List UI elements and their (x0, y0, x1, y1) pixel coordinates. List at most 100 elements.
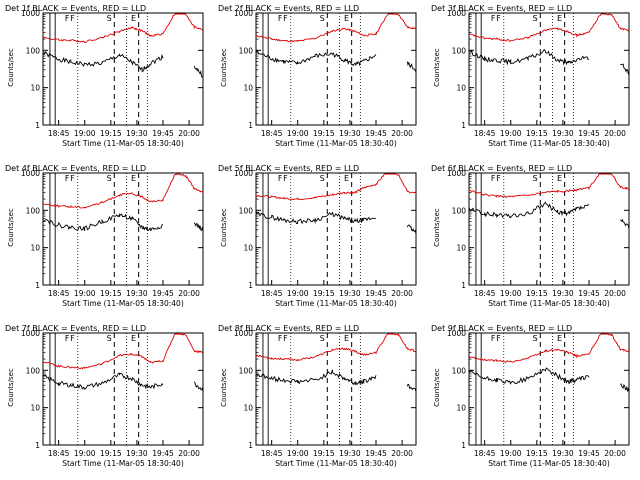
series-line-events (468, 201, 590, 219)
y-tick-label: 1 (461, 281, 466, 290)
x-tick-label: 20:00 (604, 289, 626, 298)
y-tick-label: 1 (35, 441, 40, 450)
x-tick-label: 19:30 (339, 129, 361, 138)
detector-panel-4: Det 4f BLACK = Events, RED = LLD 1 10 100 10… (5, 164, 204, 308)
series-line-events (255, 211, 377, 225)
series-line-events (468, 367, 590, 385)
y-tick-label: 100 (452, 46, 467, 55)
series-line-events (619, 383, 630, 393)
x-tick-label: 19:45 (365, 449, 387, 458)
plot-frame (42, 172, 204, 286)
y-tick-label: 1000 (21, 329, 40, 338)
y-tick-label: 10 (456, 244, 466, 253)
series-line-lld (468, 13, 630, 42)
series-line-lld (255, 333, 417, 362)
x-axis-label: Start Time (11-Mar-05 18:30:40) (488, 299, 610, 308)
series-line-events (255, 369, 377, 386)
x-tick-label: 19:30 (552, 289, 574, 298)
x-tick-label: 20:00 (178, 449, 200, 458)
x-tick-label: 19:00 (74, 129, 96, 138)
x-tick-label: 19:00 (74, 449, 96, 458)
x-tick-label: 19:30 (126, 289, 148, 298)
series-line-lld (255, 13, 417, 43)
x-axis-label: Start Time (11-Mar-05 18:30:40) (275, 299, 397, 308)
y-tick-label: 100 (239, 366, 254, 375)
detector-panel-6: Det 6f BLACK = Events, RED = LLD 1 10 100 10… (431, 164, 630, 308)
event-marker-label: S (320, 334, 325, 343)
panel-title: Det 9f BLACK = Events, RED = LLD (431, 324, 572, 333)
x-tick-label: 18:45 (261, 289, 283, 298)
x-tick-label: 18:45 (474, 449, 496, 458)
event-marker-label: F (278, 334, 283, 343)
x-tick-label: 18:45 (261, 129, 283, 138)
plot-frame (468, 332, 630, 446)
event-marker-label: S (320, 174, 325, 183)
series-line-events (42, 51, 164, 73)
event-marker-label: F (283, 174, 288, 183)
event-marker-label: E (557, 174, 562, 183)
x-tick-label: 19:15 (313, 129, 335, 138)
series-line-events (620, 218, 630, 230)
panel-title: Det 2f BLACK = Events, RED = LLD (218, 4, 359, 13)
x-tick-label: 20:00 (178, 129, 200, 138)
y-axis-label: Counts/sec (220, 368, 228, 407)
event-marker-label: E (344, 14, 349, 23)
panel-title: Det 7f BLACK = Events, RED = LLD (5, 324, 146, 333)
detector-panel-1: Det 1f BLACK = Events, RED = LLD 1 10 100 10… (5, 4, 204, 148)
x-tick-label: 18:45 (474, 129, 496, 138)
x-tick-label: 20:00 (604, 449, 626, 458)
x-axis-label: Start Time (11-Mar-05 18:30:40) (275, 459, 397, 468)
x-tick-label: 19:00 (74, 289, 96, 298)
y-axis-label: Counts/sec (220, 48, 228, 87)
series-line-events (620, 63, 630, 75)
x-axis-label: Start Time (11-Mar-05 18:30:40) (62, 459, 184, 468)
event-marker-label: S (107, 334, 112, 343)
event-marker-label: F (65, 14, 70, 23)
x-tick-label: 19:00 (287, 129, 309, 138)
event-marker-label: F (70, 334, 75, 343)
panel-title: Det 6f BLACK = Events, RED = LLD (431, 164, 572, 173)
event-marker-label: S (107, 14, 112, 23)
event-marker-label: F (278, 174, 283, 183)
y-tick-label: 1 (35, 281, 40, 290)
event-marker-label: S (107, 174, 112, 183)
event-marker-label: E (557, 14, 562, 23)
detector-panel-2: Det 2f BLACK = Events, RED = LLD 1 10 100 10… (218, 4, 417, 148)
event-marker-label: F (496, 334, 501, 343)
series-line-lld (42, 13, 204, 44)
y-tick-label: 10 (456, 404, 466, 413)
x-tick-label: 20:00 (391, 449, 413, 458)
x-axis-label: Start Time (11-Mar-05 18:30:40) (275, 139, 397, 148)
series-line-lld (468, 333, 630, 363)
x-tick-label: 19:15 (313, 289, 335, 298)
event-marker-label: F (65, 174, 70, 183)
y-tick-label: 1 (248, 121, 253, 130)
detector-panel-8: Det 8f BLACK = Events, RED = LLD 1 10 100 10… (218, 324, 417, 468)
x-tick-label: 19:45 (578, 289, 600, 298)
event-marker-label: S (533, 174, 538, 183)
x-tick-label: 18:45 (48, 449, 70, 458)
event-marker-label: E (131, 334, 136, 343)
y-tick-label: 1000 (21, 169, 40, 178)
x-tick-label: 19:30 (552, 129, 574, 138)
series-line-events (193, 222, 204, 232)
series-line-lld (255, 173, 417, 201)
y-tick-label: 1000 (21, 9, 40, 18)
y-axis-label: Counts/sec (433, 368, 441, 407)
y-tick-label: 1 (248, 441, 253, 450)
event-marker-label: F (496, 14, 501, 23)
event-marker-label: S (533, 14, 538, 23)
x-tick-label: 18:45 (474, 289, 496, 298)
x-axis-label: Start Time (11-Mar-05 18:30:40) (62, 139, 184, 148)
x-tick-label: 19:45 (152, 129, 174, 138)
x-tick-label: 19:45 (365, 289, 387, 298)
series-line-lld (42, 333, 204, 370)
y-tick-label: 10 (30, 404, 40, 413)
x-tick-label: 19:45 (152, 289, 174, 298)
detector-panel-7: Det 7f BLACK = Events, RED = LLD 1 10 100 10… (5, 324, 204, 468)
y-tick-label: 100 (452, 206, 467, 215)
detector-panel-3: Det 3f BLACK = Events, RED = LLD 1 10 100 10… (431, 4, 630, 148)
event-marker-label: F (70, 174, 75, 183)
series-line-events (406, 224, 417, 235)
event-marker-label: S (533, 334, 538, 343)
